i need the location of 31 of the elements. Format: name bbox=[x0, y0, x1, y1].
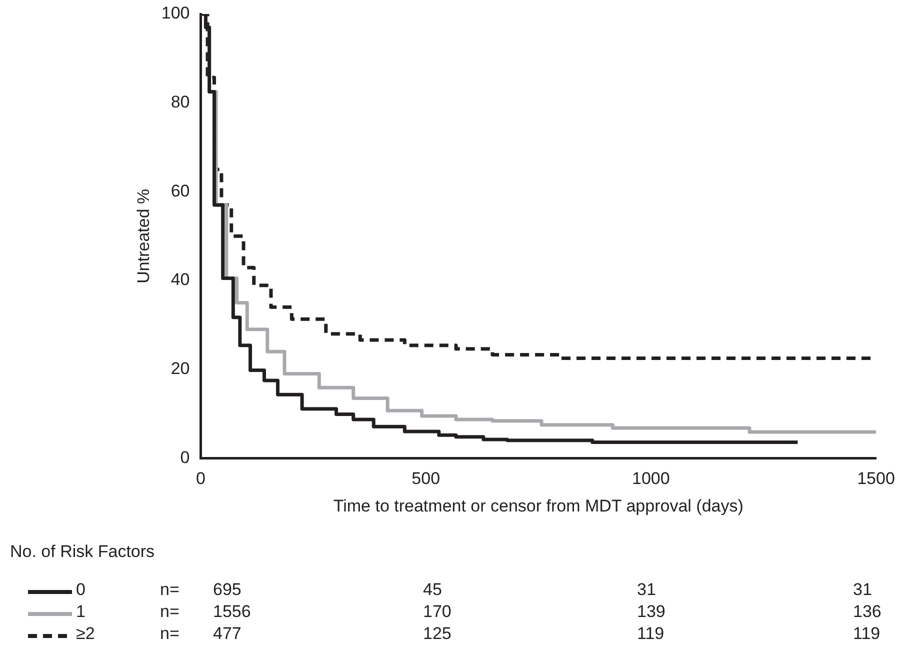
legend-label: 1 bbox=[76, 602, 86, 622]
legend-label: 0 bbox=[76, 580, 86, 600]
x-tick-label: 0 bbox=[196, 469, 206, 488]
y-tick-label: 0 bbox=[180, 448, 190, 467]
text: 31 bbox=[853, 580, 872, 600]
x-tick-label: 500 bbox=[412, 469, 440, 488]
text: 695 bbox=[213, 580, 242, 600]
x-tick-label: 1000 bbox=[632, 469, 670, 488]
text: 170 bbox=[423, 602, 452, 622]
y-tick-label: 100 bbox=[161, 4, 190, 23]
y-tick-label: 60 bbox=[170, 181, 190, 200]
text: 139 bbox=[637, 602, 666, 622]
text: 136 bbox=[853, 602, 882, 622]
text: 45 bbox=[423, 580, 442, 600]
y-tick-label: 20 bbox=[170, 359, 190, 378]
text: 125 bbox=[423, 624, 452, 644]
text: n= bbox=[160, 580, 180, 600]
text: 477 bbox=[213, 624, 242, 644]
text: 1556 bbox=[213, 602, 251, 622]
y-tick-label: 40 bbox=[170, 270, 190, 290]
y-axis-title: Untreated % bbox=[134, 188, 153, 284]
text: n= bbox=[160, 602, 180, 622]
y-tick-label: 80 bbox=[170, 92, 190, 112]
x-axis-title: Time to treatment or censor from MDT approval (days) bbox=[333, 496, 744, 516]
text: 119 bbox=[637, 624, 664, 644]
legend-title: No. of Risk Factors bbox=[10, 542, 155, 562]
x-tick-label: 1500 bbox=[857, 469, 895, 488]
text: 119 bbox=[853, 624, 880, 644]
text: 31 bbox=[637, 580, 656, 600]
text: n= bbox=[160, 624, 180, 644]
legend-label: ≥2 bbox=[76, 624, 95, 644]
